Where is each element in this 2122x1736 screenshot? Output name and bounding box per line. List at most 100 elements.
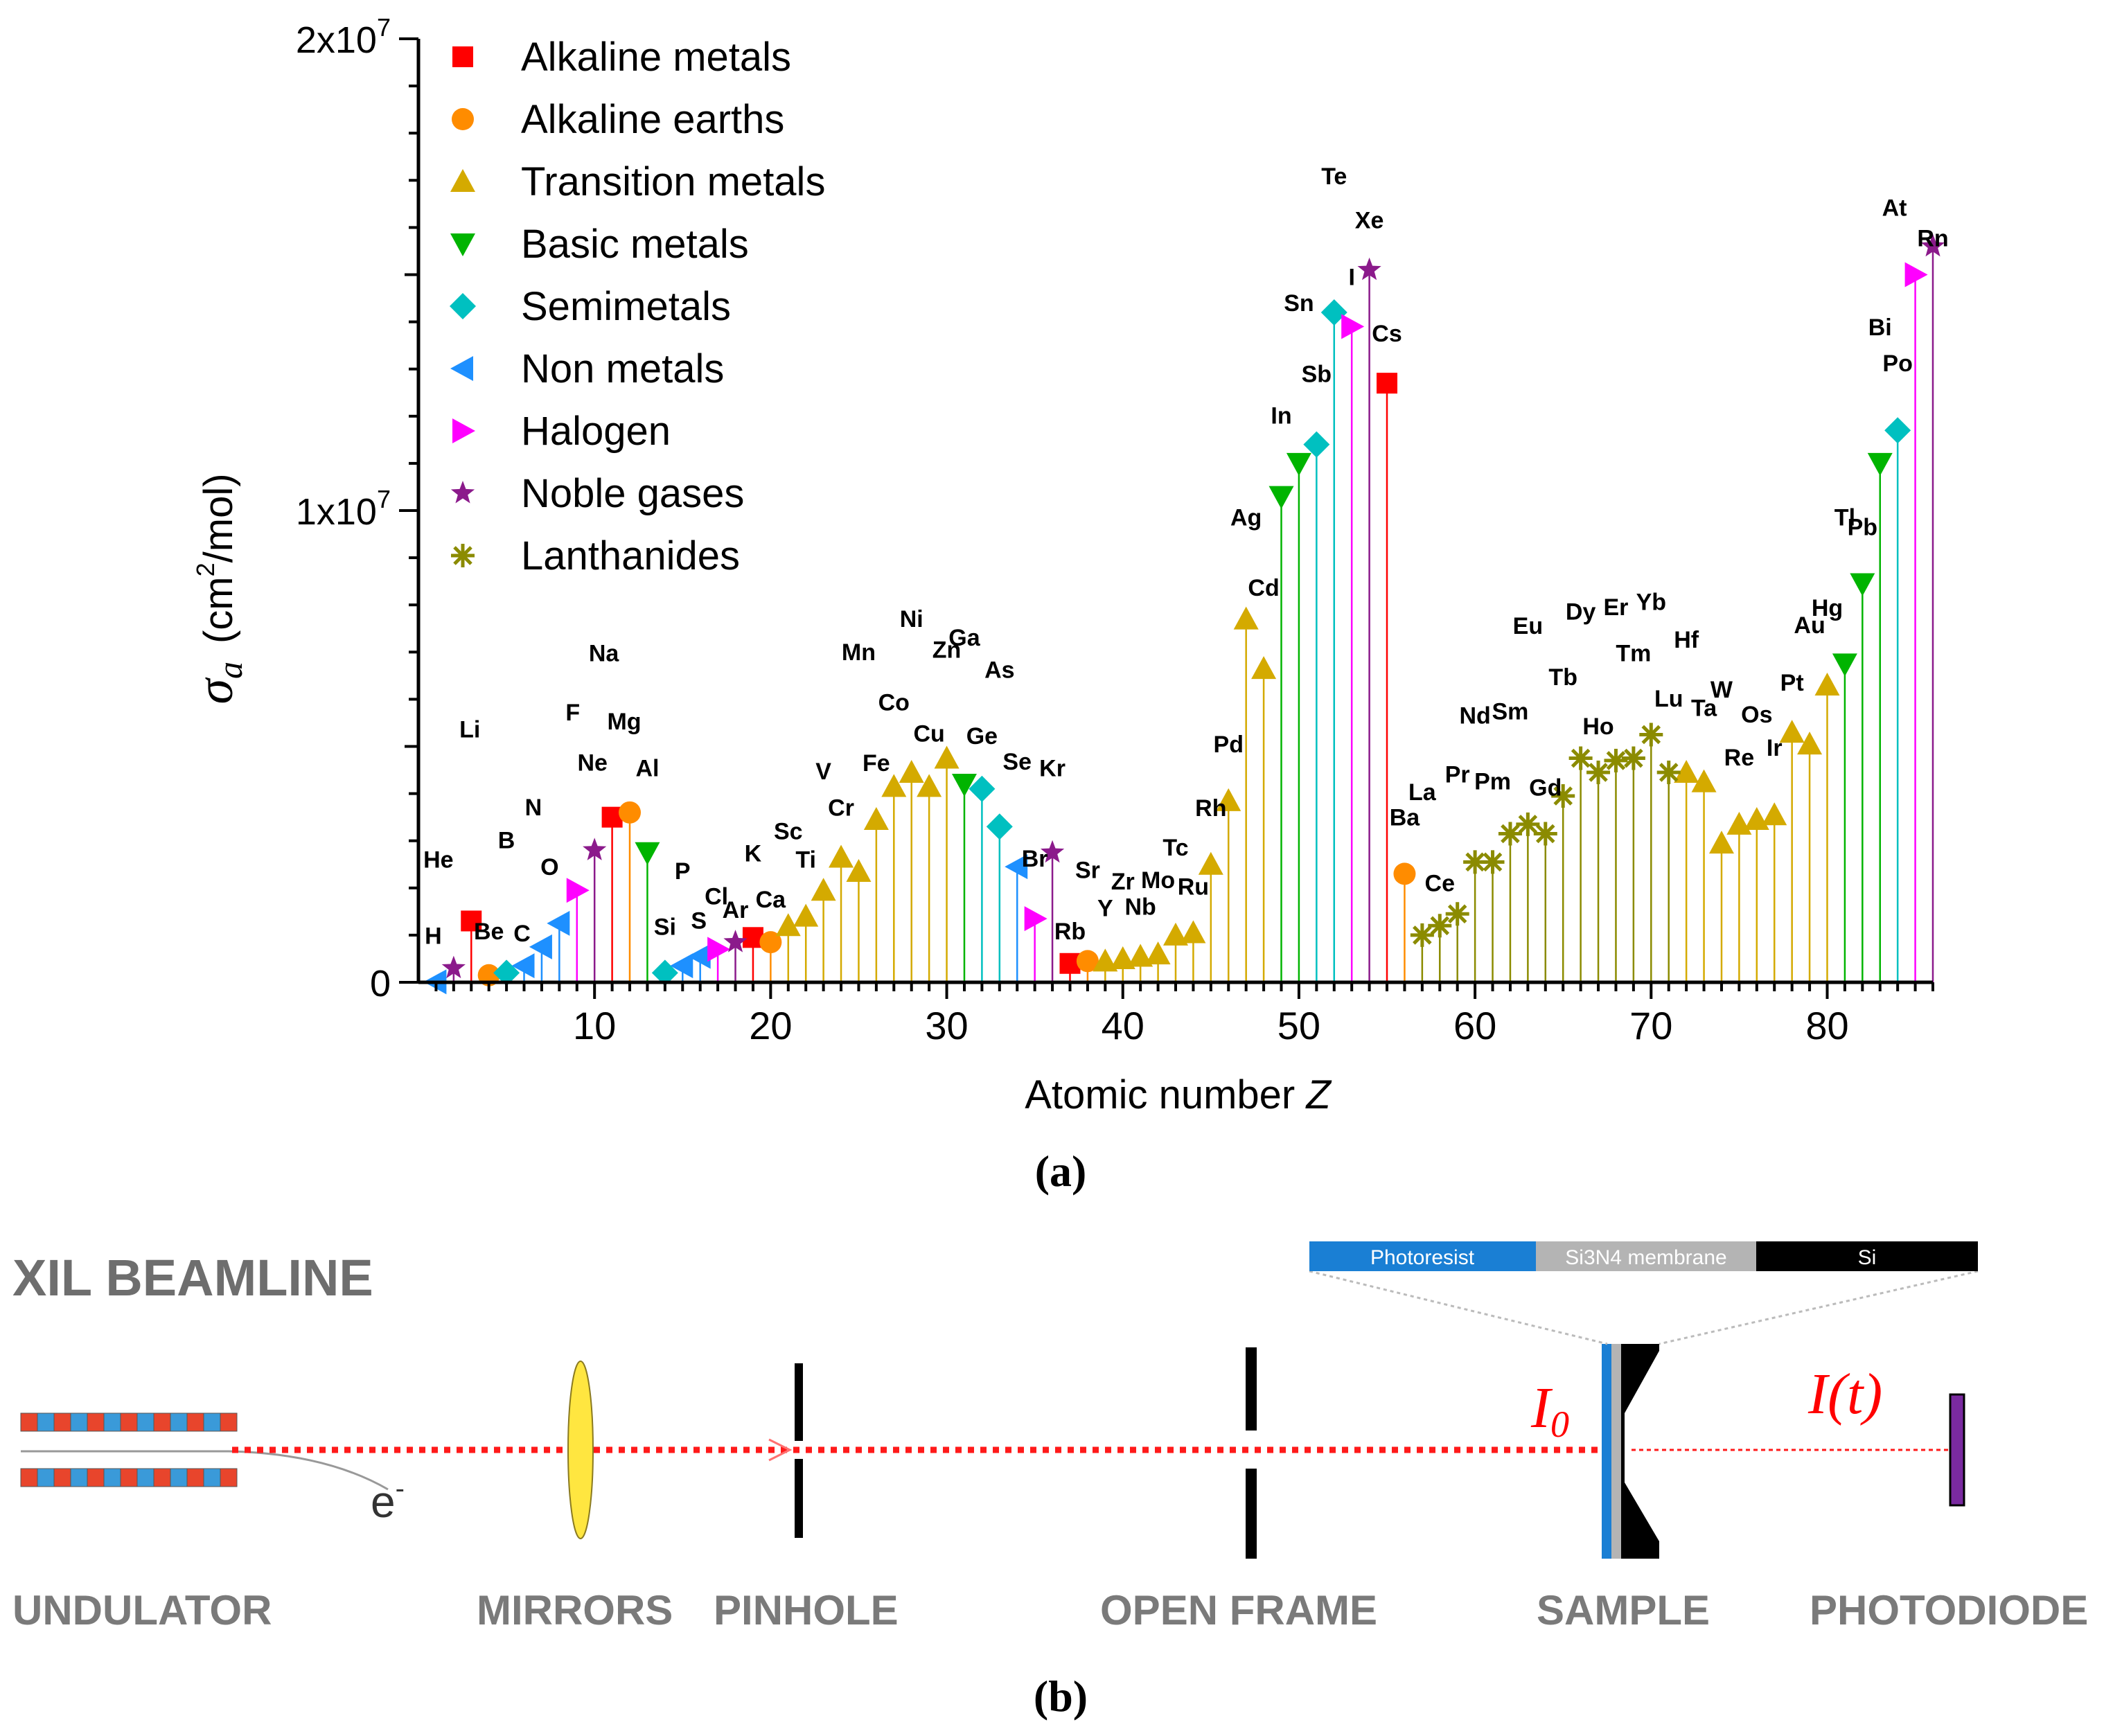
element-label-Co: Co [878,689,910,716]
marker-Ce [1428,914,1452,938]
element-label-Au: Au [1794,612,1825,639]
element-label-In: In [1271,403,1291,429]
element-label-Ru: Ru [1178,874,1209,900]
marker-Sm-stroke [1501,824,1520,844]
element-label-Tb: Tb [1548,664,1577,691]
component-labels: UNDULATOR MIRRORS PINHOLE OPEN FRAME SAMPLE P… [12,1587,2088,1633]
sample-membrane [1611,1344,1621,1559]
sample [1602,1344,1659,1559]
undulator-magnet [37,1468,55,1487]
element-label-Hg: Hg [1812,595,1843,621]
element-label-Ir: Ir [1767,735,1783,761]
marker-Cs [1377,373,1398,394]
legend-marker-6 [452,418,475,443]
legend-label-5: Non metals [521,346,724,391]
element-label-Nb: Nb [1124,894,1156,921]
marker-Br [1024,906,1047,932]
undulator-magnet [20,1412,38,1432]
undulator-magnet [220,1468,238,1487]
undulator-magnets [20,1412,238,1487]
marker-Cu [917,774,942,797]
marker-Ca [759,931,782,954]
element-labels: Li Na K Rb Cs Be Mg Ca Sr Ba Sc Ti V Cr Mn Fe Co Ni Cu Zn YZ… [423,163,1949,949]
marker-At [1904,262,1928,287]
legend-label-0: Alkaline metals [521,35,791,80]
y-tick-exp: 7 [377,13,391,42]
beam-arrow-1 [768,1438,793,1462]
element-label-C: C [513,921,531,947]
marker-Kr [1040,840,1065,863]
marker-Ni [899,759,924,783]
element-label-Pt: Pt [1780,670,1804,696]
inset-photoresist [1309,1241,1536,1271]
marker-Mg [619,801,642,824]
i0-main: I [1530,1376,1553,1440]
x-tick-label-70: 70 [1629,1004,1672,1047]
open-frame-upper [1246,1347,1257,1431]
element-label-P: P [675,858,691,885]
marker-Dy [1568,746,1593,770]
i0-label: I0 [1530,1376,1569,1445]
marker-Ho [1586,760,1611,784]
element-label-Cu: Cu [913,720,944,747]
element-label-Tm: Tm [1616,641,1651,667]
open-frame-lower [1246,1469,1257,1559]
marker-Cl [707,937,731,962]
marker-Ir [1762,802,1787,826]
undulator-magnet [136,1468,154,1487]
marker-Ge [969,775,996,802]
legend-marker-2 [450,169,475,192]
element-label-Na: Na [589,641,620,667]
marker-Te [1320,299,1347,326]
x-tick-label-50: 50 [1277,1004,1320,1047]
element-label-Ba: Ba [1390,804,1421,831]
undulator-magnet [153,1412,171,1432]
element-label-Sn: Sn [1284,290,1314,317]
y-tick-base: 1x10 [296,491,377,533]
undulator-magnet [20,1468,38,1487]
marker-Ce-stroke [1430,916,1450,936]
undulator-magnet [203,1468,221,1487]
legend-marker-4 [450,293,476,319]
element-label-Zr: Zr [1111,869,1135,895]
marker-Tl [1832,653,1857,677]
marker-Ba [1393,862,1416,885]
marker-Pt [1779,720,1805,743]
marker-Nb [1128,944,1153,967]
marker-La-stroke [1413,925,1432,945]
component-label-5: PHOTODIODE [1810,1587,2088,1633]
data-markers [423,233,1945,995]
y-tick-exp: 7 [377,485,391,513]
element-label-Te: Te [1321,163,1347,190]
marker-Sr [1076,950,1099,973]
undulator-magnet [186,1468,204,1487]
marker-Al [635,842,660,865]
inset-connector-right [1659,1270,1979,1345]
marker-C [511,953,535,979]
legend: Alkaline metals Alkaline earths Transition… [450,35,825,578]
marker-Eu [1516,812,1540,836]
element-label-Al: Al [635,756,659,782]
undulator-magnet [87,1412,105,1432]
component-label-2: PINHOLE [714,1587,899,1633]
element-label-Ta: Ta [1691,696,1717,722]
element-label-H: H [425,923,442,949]
y-tick-base: 2x10 [296,19,377,61]
legend-marker-0 [452,46,473,67]
x-tick-label-40: 40 [1102,1004,1144,1047]
element-label-At: At [1882,195,1907,222]
beamline-title: XIL BEAMLINE [12,1249,373,1307]
y-tick-label: 0 [370,963,391,1004]
element-label-Mg: Mg [607,709,641,735]
legend-label-4: Semimetals [521,284,731,329]
marker-Sm [1498,822,1522,846]
inset-si-label: Si [1858,1246,1877,1269]
element-label-Nd: Nd [1459,702,1490,729]
element-label-Mo: Mo [1141,867,1175,894]
marker-Sb [1303,431,1330,458]
element-label-Rb: Rb [1054,919,1086,945]
marker-He [441,955,466,979]
y-tick-label: 1x107 [296,485,391,533]
element-label-As: As [984,657,1014,683]
